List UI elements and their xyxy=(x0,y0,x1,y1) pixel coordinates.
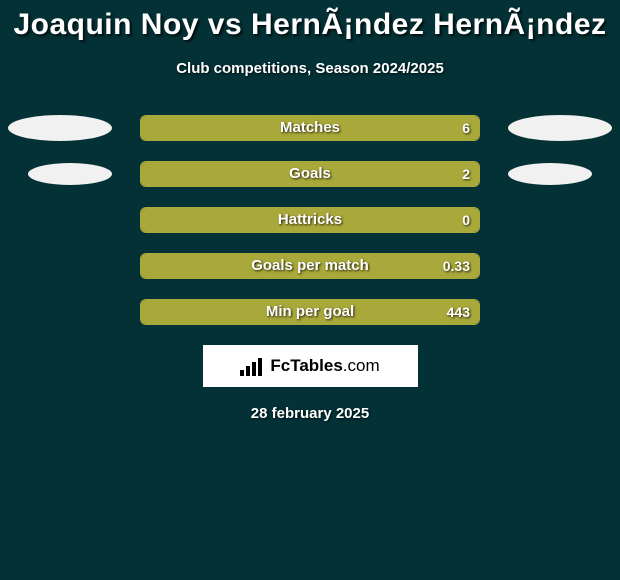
stat-bar-fill xyxy=(141,254,479,278)
player-left-marker xyxy=(8,115,112,141)
bar-chart-icon xyxy=(240,356,264,376)
player-left-marker xyxy=(28,163,112,185)
page-title: Joaquin Noy vs HernÃ¡ndez HernÃ¡ndez xyxy=(0,0,620,42)
logo-tables: Tables xyxy=(290,356,343,376)
stat-row: Hattricks0 xyxy=(0,207,620,233)
stat-bar-fill xyxy=(141,300,479,324)
stat-row: Goals2 xyxy=(0,161,620,187)
stat-row: Matches6 xyxy=(0,115,620,141)
stat-bar xyxy=(140,299,480,325)
stat-row: Min per goal443 xyxy=(0,299,620,325)
stat-bar-fill xyxy=(141,116,479,140)
fctables-logo[interactable]: Fc Tables .com xyxy=(203,345,418,387)
stat-bar xyxy=(140,253,480,279)
stats-container: Matches6 Goals2 Hattricks0 Goals per match0… xyxy=(0,115,620,325)
stat-bar-fill xyxy=(141,162,479,186)
stat-bar-fill xyxy=(141,208,479,232)
logo-fc: Fc xyxy=(270,356,290,376)
subtitle: Club competitions, Season 2024/2025 xyxy=(0,60,620,77)
player-right-marker xyxy=(508,115,612,141)
stat-bar xyxy=(140,207,480,233)
stat-row: Goals per match0.33 xyxy=(0,253,620,279)
stat-bar xyxy=(140,161,480,187)
stat-bar xyxy=(140,115,480,141)
comparison-card: Joaquin Noy vs HernÃ¡ndez HernÃ¡ndez Clu… xyxy=(0,0,620,580)
player-right-marker xyxy=(508,163,592,185)
logo-com: .com xyxy=(343,356,380,376)
date: 28 february 2025 xyxy=(0,405,620,422)
